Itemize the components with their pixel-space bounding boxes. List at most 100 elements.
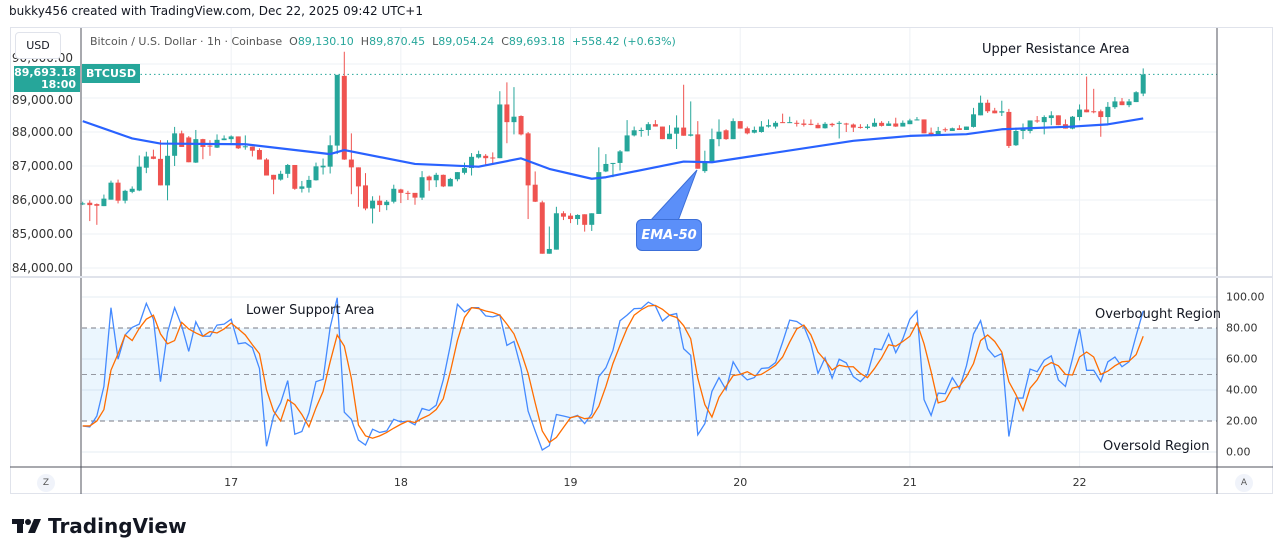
candle: [956, 125, 962, 130]
lower-support-label[interactable]: Lower Support Area: [246, 303, 375, 318]
ema50-callout[interactable]: EMA-50: [636, 219, 702, 251]
chart-frame: [10, 27, 1273, 494]
candle: [603, 154, 609, 173]
candle: [115, 179, 121, 204]
candle-body: [461, 168, 467, 173]
candle-body: [447, 178, 453, 187]
auto-scale-z-button[interactable]: Z: [37, 474, 55, 492]
candle: [1020, 123, 1026, 140]
candle-body: [773, 122, 779, 127]
candle-body: [228, 136, 234, 140]
oversold-label[interactable]: Oversold Region: [1103, 439, 1210, 454]
candle-body: [553, 213, 559, 250]
candle: [822, 122, 828, 129]
candlestick-series: [80, 51, 1146, 254]
candle: [886, 121, 892, 126]
candle: [271, 174, 277, 195]
high-label: H: [360, 35, 370, 48]
candle: [504, 82, 510, 144]
candle: [893, 117, 899, 127]
candle-body: [94, 204, 100, 206]
currency-button[interactable]: USD: [15, 32, 61, 59]
candle-body: [914, 119, 920, 121]
candle-body: [278, 173, 284, 180]
candle-body: [327, 145, 333, 167]
symbol-name[interactable]: Bitcoin / U.S. Dollar · 1h · Coinbase: [90, 35, 283, 48]
upper-resistance-label[interactable]: Upper Resistance Area: [982, 42, 1130, 57]
candle: [143, 151, 149, 174]
time-tick-label: 19: [563, 476, 578, 489]
candle-body: [518, 116, 524, 135]
candle: [292, 164, 298, 190]
candle-body: [596, 172, 602, 214]
candle-body: [638, 129, 644, 131]
candle: [900, 120, 906, 127]
last-price: 89,693.18: [14, 66, 76, 79]
candle: [589, 213, 595, 231]
candle-body: [193, 139, 199, 163]
time-tick-label: 18: [393, 476, 408, 489]
candle: [384, 200, 390, 211]
candle: [631, 126, 637, 137]
symbol-legend: Bitcoin / U.S. Dollar · 1h · Coinbase O8…: [90, 35, 676, 48]
candle: [836, 121, 842, 139]
logo-text: TradingView: [48, 514, 187, 538]
stoch-tick-label: 60.00: [1226, 352, 1258, 366]
candle-body: [391, 188, 397, 202]
candle-body: [377, 200, 383, 206]
candle-body: [921, 119, 927, 134]
candle-body: [589, 213, 595, 225]
candle-body: [313, 166, 319, 181]
candle-body: [758, 126, 764, 132]
candle: [872, 118, 878, 127]
auto-scale-a-button[interactable]: A: [1235, 474, 1253, 492]
candle-body: [893, 123, 899, 127]
overbought-label[interactable]: Overbought Region: [1095, 307, 1221, 322]
candle-body: [610, 162, 616, 164]
candle: [334, 74, 340, 155]
candle-body: [702, 162, 708, 172]
price-tick-label: 86,000.00: [11, 193, 73, 207]
candle-body: [1133, 92, 1139, 103]
candle-body: [560, 213, 566, 217]
candle: [617, 150, 623, 171]
candle-body: [419, 177, 425, 198]
candle-body: [674, 127, 680, 134]
close-label: C: [501, 35, 509, 48]
tradingview-logo[interactable]: TradingView: [12, 514, 187, 538]
candle: [440, 174, 446, 188]
candle: [1140, 68, 1146, 97]
candle-body: [1084, 109, 1090, 113]
candle: [539, 200, 545, 254]
candle: [992, 107, 998, 114]
candle-body: [264, 159, 270, 176]
candle: [624, 120, 630, 152]
candle-body: [363, 185, 368, 209]
candle: [582, 214, 588, 232]
candle-body: [242, 146, 248, 148]
candle-body: [136, 166, 142, 191]
candle-body: [822, 123, 828, 129]
candle: [787, 116, 793, 124]
candle-body: [780, 122, 786, 124]
candle-body: [659, 126, 665, 140]
candle-body: [511, 116, 517, 123]
candle-body: [843, 123, 849, 125]
candle: [1112, 96, 1118, 109]
candle: [843, 122, 849, 132]
candle: [1077, 104, 1083, 121]
candle: [879, 121, 885, 127]
candle: [370, 196, 376, 224]
candle-body: [568, 215, 574, 220]
candle-body: [306, 179, 312, 188]
candle-body: [681, 127, 687, 136]
price-tick-label: 89,000.00: [11, 93, 73, 107]
candle: [165, 140, 171, 201]
last-price-badge: 89,693.18 18:00: [14, 66, 80, 92]
candle: [638, 127, 644, 137]
candle: [186, 136, 192, 163]
candle-body: [907, 120, 913, 125]
candle-body: [900, 122, 906, 127]
candle: [1126, 99, 1132, 108]
